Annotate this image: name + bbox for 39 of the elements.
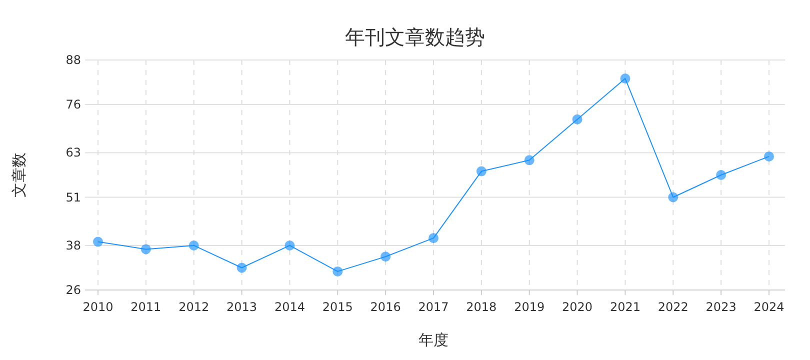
x-tick-label: 2016: [370, 300, 401, 314]
point: [572, 114, 582, 124]
x-tick-label: 2011: [130, 300, 162, 314]
y-axis-title: 文章数: [10, 152, 28, 198]
x-tick-label: 2020: [562, 300, 593, 314]
point: [428, 233, 438, 244]
point: [524, 155, 534, 166]
x-axis-title: 年度: [418, 331, 448, 349]
x-tick-label: 2023: [706, 300, 736, 314]
x-tick-label: 2014: [274, 300, 305, 314]
y-tick-label: 88: [66, 53, 81, 67]
point: [764, 151, 774, 162]
point: [284, 240, 295, 250]
point: [716, 170, 726, 180]
x-tick-label: 2019: [514, 300, 545, 314]
point: [668, 192, 678, 202]
x-tick-label: 2018: [466, 300, 497, 314]
y-tick-label: 63: [66, 146, 81, 160]
x-tick-label: 2021: [610, 300, 640, 314]
x-tick-label: 2024: [754, 300, 784, 314]
x-tick-label: 2013: [226, 300, 258, 314]
point: [188, 240, 199, 250]
x-tick-label: 2017: [418, 300, 449, 314]
point: [332, 266, 343, 276]
point: [93, 236, 103, 247]
x-tick-label: 2010: [82, 300, 114, 314]
y-tick-label: 38: [66, 238, 81, 252]
y-tick-label: 76: [66, 98, 81, 112]
x-tick-label: 2012: [178, 300, 210, 314]
x-tick-label: 2015: [322, 300, 353, 314]
point: [620, 74, 630, 84]
point: [236, 262, 247, 273]
chart-title: 年刊文章数趋势: [345, 25, 485, 49]
point: [380, 252, 391, 262]
point: [140, 244, 151, 254]
x-tick-label: 2022: [658, 300, 688, 314]
point: [476, 166, 486, 176]
y-tick-label: 51: [66, 190, 81, 204]
y-tick-label: 26: [66, 283, 81, 297]
